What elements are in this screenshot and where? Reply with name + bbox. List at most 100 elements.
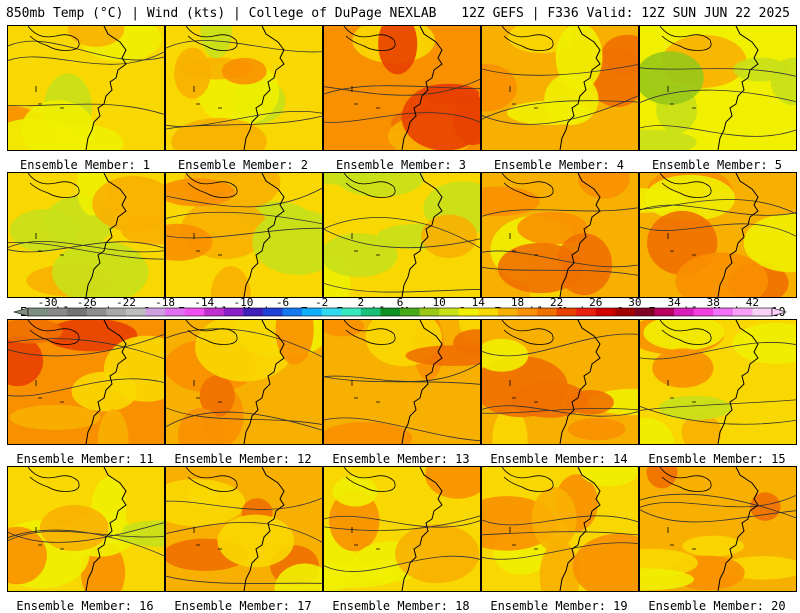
colorbar-tick-label: -26 [77, 296, 97, 309]
ensemble-member-label: Ensemble Member: 1 [19, 158, 151, 172]
wind-barb [509, 86, 538, 109]
isotherm-contour [166, 522, 322, 543]
isotherm-contour [482, 64, 638, 76]
colorbar-swatch [165, 308, 185, 316]
temperature-region [195, 320, 294, 382]
colorbar-swatch [634, 308, 655, 316]
wind-barb [351, 86, 380, 109]
colorbar-swatch [478, 308, 499, 316]
temperature-region [579, 467, 638, 487]
coastline [243, 467, 285, 591]
ensemble-map-panel [323, 172, 481, 298]
great-lakes-outline [185, 26, 238, 51]
wind-barb [667, 527, 696, 550]
temperature-region [512, 381, 588, 418]
isotherm-contour [640, 125, 796, 137]
wind-barb [351, 527, 380, 550]
colorbar-swatch [713, 308, 734, 316]
colorbar-swatch [184, 308, 205, 316]
ensemble-map-panel [7, 319, 165, 445]
ensemble-map-panel [7, 172, 165, 298]
colorbar-swatch [419, 308, 440, 316]
colorbar-swatch [341, 308, 362, 316]
great-lakes-outline [27, 26, 80, 51]
temperature-region [324, 233, 398, 277]
coastline [559, 320, 601, 444]
coastline [243, 173, 285, 297]
ensemble-map-panel [639, 466, 797, 592]
temperature-region [395, 524, 480, 584]
coastline [401, 320, 443, 444]
colorbar-tick-label: 22 [550, 296, 563, 309]
temperature-region [643, 320, 724, 351]
isotherm-contour [482, 333, 638, 357]
isotherm-contour [482, 515, 638, 526]
ensemble-map-panel [639, 172, 797, 298]
colorbar-swatch [576, 308, 597, 316]
isotherm-contour [324, 555, 480, 572]
temperature-region [482, 338, 529, 372]
colorbar-swatch [302, 308, 322, 316]
great-lakes-outline [501, 467, 554, 492]
temperature-map [482, 26, 638, 150]
temperature-region [531, 487, 577, 551]
temperature-region [67, 26, 125, 47]
ensemble-member-label: Ensemble Member: 20 [648, 599, 786, 613]
colorbar-swatch [67, 308, 88, 316]
wind-barb [667, 233, 696, 256]
isotherm-contour [166, 40, 322, 53]
ensemble-map-panel [639, 25, 797, 151]
wind-barb [509, 233, 538, 256]
ensemble-map-panel [7, 25, 165, 151]
colorbar-swatch [243, 308, 264, 316]
header-title: 850mb Temp (°C) | Wind (kts) | College o… [6, 6, 437, 21]
colorbar-tick-label: 10 [433, 296, 446, 309]
colorbar-swatch [458, 308, 479, 316]
isotherm-contour [324, 515, 480, 531]
colorbar-swatch [262, 308, 283, 316]
ensemble-member-label: Ensemble Member: 11 [16, 452, 154, 466]
colorbar-tick-label: -10 [233, 296, 253, 309]
temperature-region [567, 418, 626, 441]
ensemble-map-panel [165, 172, 323, 298]
wind-barb [509, 527, 538, 550]
temperature-region [115, 520, 164, 547]
isotherm-contour [166, 575, 322, 584]
isotherm-contour [482, 531, 638, 536]
isotherm-contour [482, 407, 638, 414]
great-lakes-outline [659, 467, 712, 492]
isotherm-contour [324, 362, 480, 382]
temperature-region [332, 476, 378, 507]
temperature-region [421, 214, 478, 259]
temperature-region [329, 490, 380, 552]
isotherm-contour [324, 112, 480, 123]
isotherm-contour [166, 328, 322, 358]
isotherm-contour [166, 227, 322, 239]
temperature-region [658, 395, 731, 421]
temperature-region [572, 533, 638, 591]
colorbar-tick-label: -22 [116, 296, 136, 309]
isotherm-contour [8, 338, 164, 360]
isotherm-contour [166, 407, 322, 425]
coastline [717, 173, 759, 297]
coastline [85, 173, 127, 297]
ensemble-member-label: Ensemble Member: 2 [177, 158, 309, 172]
ensemble-map-panel [165, 319, 323, 445]
isotherm-contour [482, 95, 638, 125]
temperature-region [640, 417, 674, 444]
coastline [559, 26, 601, 150]
colorbar-swatch [145, 308, 166, 316]
isotherm-contour [640, 223, 796, 237]
isotherm-contour [8, 51, 164, 65]
colorbar-swatch [497, 308, 518, 316]
temperature-region [217, 514, 295, 568]
colorbar-swatch [752, 308, 773, 316]
colorbar-tick-label: 2 [357, 296, 364, 309]
colorbar-tick-label: 38 [707, 296, 720, 309]
great-lakes-outline [27, 173, 80, 198]
colorbar-tick-label: 30 [628, 296, 641, 309]
isotherm-contour [324, 78, 480, 96]
temperature-map [8, 173, 164, 297]
colorbar-swatch [556, 308, 577, 316]
great-lakes-outline [27, 467, 80, 492]
